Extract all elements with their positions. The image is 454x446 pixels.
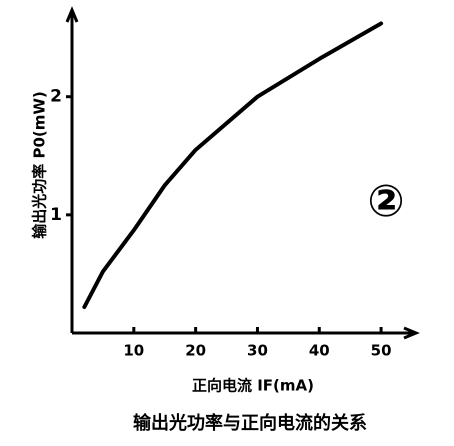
y-axis [65,6,79,333]
x-tick-label: 10 [123,342,144,360]
x-axis [72,326,420,340]
line [82,21,384,310]
x-tick-label: 40 [309,342,330,360]
y-axis-label: 输出光功率 P0(mW) [31,91,49,239]
y-tick-label: 1 [50,205,62,225]
x-tick-label: 20 [185,342,206,360]
y-tick-label: 2 [50,87,62,107]
x-tick-label: 30 [247,342,268,360]
chart-title: 输出光功率与正向电流的关系 [133,412,367,434]
x-axis-label: 正向电流 IF(mA) [192,377,314,395]
x-tick-label: 50 [371,342,392,360]
annotation: ② [367,176,404,227]
